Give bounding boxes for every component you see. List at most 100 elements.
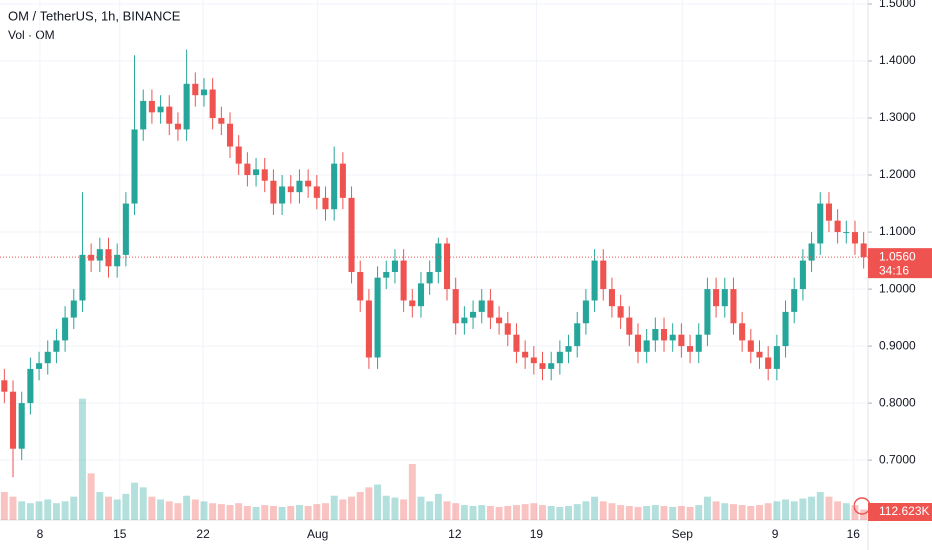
volume-bar	[799, 498, 807, 520]
candle-body	[122, 203, 129, 255]
volume-bar	[782, 499, 790, 520]
candle-body	[226, 123, 234, 147]
candle-body	[339, 163, 346, 198]
y-tick-label: 0.7000	[879, 452, 916, 466]
volume-bar	[703, 496, 711, 520]
volume-bar	[209, 503, 217, 520]
volume-bar	[26, 503, 34, 520]
y-tick-label: 1.5000	[879, 0, 916, 10]
volume-bar	[374, 484, 382, 520]
candle-body	[808, 243, 815, 261]
candle-body	[435, 243, 442, 272]
volume-bar	[486, 506, 494, 520]
candle-body	[591, 260, 598, 301]
countdown: 34:16	[879, 263, 909, 277]
volume-bar	[9, 496, 17, 520]
volume-bar	[738, 505, 746, 520]
volume-bar	[382, 495, 390, 520]
volume-bar	[834, 501, 842, 520]
volume-bar	[721, 503, 729, 520]
candle-body	[417, 283, 425, 307]
volume-bar	[78, 398, 86, 520]
chart-subtitle: Vol · OM	[8, 28, 55, 42]
volume-bar	[183, 495, 191, 520]
volume-bar	[165, 501, 173, 520]
volume-bar	[512, 505, 520, 520]
volume-bar	[139, 487, 147, 520]
volume-bar	[504, 506, 512, 520]
price-label: 1.0560	[879, 249, 916, 263]
candle-body	[36, 363, 43, 369]
volume-bar	[226, 505, 234, 520]
x-tick-label: 12	[448, 527, 462, 541]
volume-bar	[52, 503, 60, 520]
candle-body	[105, 249, 112, 267]
candle-body	[565, 346, 572, 352]
candle-body	[305, 180, 312, 187]
volume-bar	[148, 496, 156, 520]
candle-body	[331, 163, 338, 210]
volume-bar	[825, 496, 833, 520]
volume-bar	[660, 506, 668, 520]
volume-bar	[495, 506, 503, 520]
volume-bar	[365, 487, 373, 520]
volume-bar	[18, 501, 26, 520]
x-tick-label: 16	[847, 527, 861, 541]
x-tick-label: 15	[113, 527, 127, 541]
volume-bar	[304, 506, 312, 520]
volume-bar	[808, 496, 816, 520]
volume-bar	[443, 501, 451, 520]
candle-body	[704, 289, 711, 335]
volume-label: 112.623K	[879, 504, 930, 518]
volume-bar	[113, 499, 121, 520]
candle-body	[582, 300, 589, 324]
volume-bar	[174, 503, 182, 520]
volume-bar	[712, 501, 720, 520]
candle-body	[174, 123, 181, 130]
candle-body	[114, 254, 121, 267]
candle-body	[62, 317, 69, 341]
volume-bar	[573, 504, 581, 520]
candle-body	[747, 340, 754, 352]
candle-body	[539, 363, 546, 369]
candle-body	[322, 197, 329, 210]
volume-bar	[70, 496, 78, 520]
candle-body	[634, 334, 642, 352]
candle-body	[478, 300, 485, 312]
candle-body	[643, 340, 650, 352]
volume-bar	[460, 505, 468, 520]
x-tick-label: Aug	[307, 527, 328, 541]
volume-bar	[756, 505, 763, 520]
candle-body	[296, 180, 303, 193]
volume-bar	[87, 473, 95, 520]
candle-body	[669, 334, 676, 341]
volume-bar	[469, 506, 477, 520]
volume-bar	[61, 501, 69, 520]
volume-bar	[565, 506, 573, 520]
volume-bar	[452, 503, 460, 520]
volume-bar	[608, 503, 616, 520]
volume-bar	[643, 506, 651, 520]
candle-body	[96, 249, 103, 261]
volume-bar	[434, 493, 442, 520]
x-tick-label: 9	[772, 527, 779, 541]
candle-body	[209, 89, 216, 119]
candle-body	[496, 317, 503, 324]
candle-body	[140, 100, 147, 130]
volume-bar	[313, 504, 321, 520]
candle-body	[357, 271, 364, 301]
candle-body	[678, 334, 685, 347]
volume-bar	[330, 495, 338, 520]
candle-body	[192, 83, 199, 96]
candle-body	[313, 186, 320, 198]
candle-body	[218, 118, 225, 124]
volume-bar	[651, 505, 659, 520]
candle-body	[834, 220, 841, 233]
volume-bar	[261, 505, 269, 520]
volume-bar	[122, 493, 130, 520]
candle-body	[522, 351, 529, 358]
candle-body	[799, 260, 806, 290]
volume-bar	[617, 505, 625, 520]
candle-body	[279, 186, 286, 204]
candle-body	[18, 403, 25, 449]
